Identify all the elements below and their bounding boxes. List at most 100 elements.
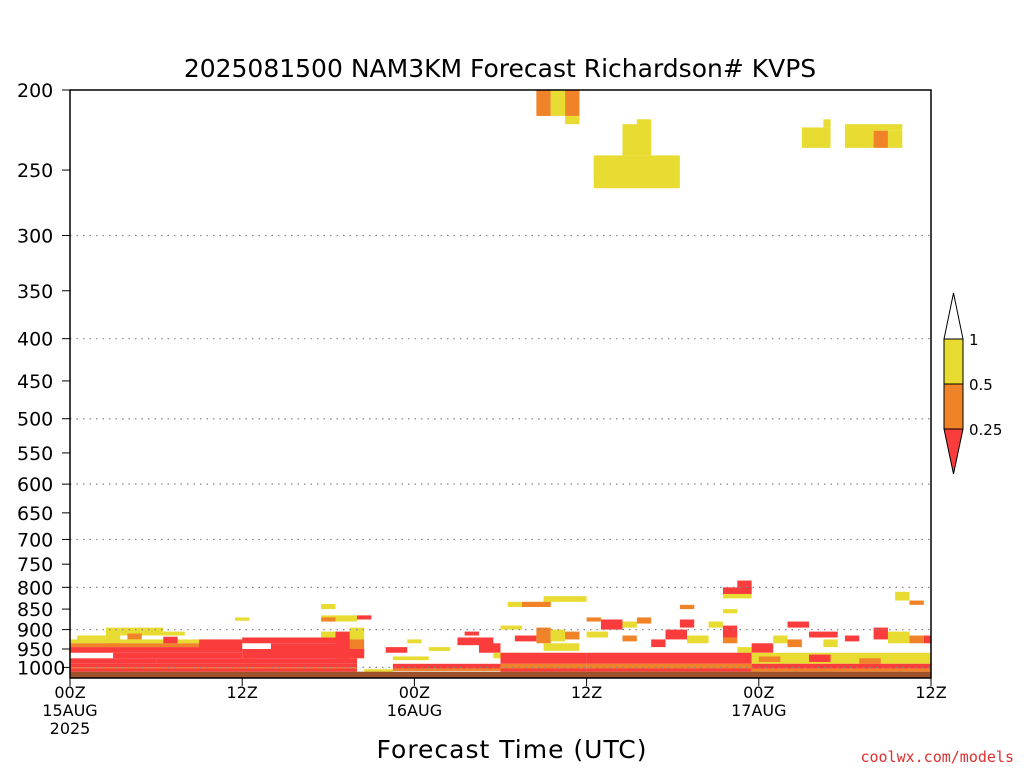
heatmap-cell	[70, 663, 357, 668]
heatmap-cell	[887, 631, 910, 644]
heatmap-cell	[823, 119, 831, 128]
heatmap-cell	[708, 621, 723, 628]
heatmap-cell	[844, 124, 874, 148]
x-tick-label: 00Z	[743, 683, 774, 702]
y-tick-label: 1000	[17, 657, 65, 679]
heatmap-cell	[550, 629, 566, 642]
heatmap-cell	[321, 603, 336, 610]
heatmap-cell	[809, 631, 838, 638]
heatmap-cell	[407, 639, 422, 644]
heatmap-cell	[679, 619, 695, 628]
heatmap-cell	[873, 130, 888, 148]
heatmap-cell	[665, 629, 688, 640]
heatmap-cell	[586, 617, 601, 622]
x-tick-label: 16AUG	[387, 701, 442, 720]
x-tick-label: 00Z	[54, 683, 85, 702]
heatmap-cell	[622, 621, 637, 628]
surface-ground-layer	[70, 671, 931, 678]
heatmap-cell	[120, 627, 164, 636]
heatmap-cell	[113, 652, 243, 659]
heatmap-cell	[478, 643, 501, 653]
heatmap-cell	[392, 656, 429, 661]
heatmap-cell	[751, 643, 774, 653]
heatmap-cell	[242, 637, 350, 644]
heatmap-cell	[385, 647, 408, 653]
heatmap-cell	[364, 669, 393, 672]
pressure-gridlines	[70, 234, 931, 668]
x-axis-label: Forecast Time (UTC)	[377, 735, 648, 764]
heatmap-cell	[156, 658, 357, 664]
heatmap-cell	[636, 617, 652, 624]
heatmap-cell	[321, 615, 357, 622]
credit-text: coolwx.com/models	[860, 748, 1014, 766]
heatmap-cell	[70, 658, 157, 664]
heatmap-cell	[722, 637, 738, 644]
x-tick-label: 15AUG	[42, 701, 97, 720]
heatmap-cell	[636, 119, 652, 128]
heatmap-cell	[500, 668, 587, 672]
heatmap-cell	[428, 647, 451, 651]
x-tick-label: 2025	[50, 719, 91, 738]
heatmap-cell	[270, 643, 350, 649]
heatmap-cell	[500, 663, 587, 669]
heatmap-cell	[751, 663, 931, 669]
heatmap-cell	[77, 635, 106, 640]
heatmap-cell	[758, 656, 781, 662]
heatmap-cell	[773, 635, 788, 644]
heatmap-cell	[536, 90, 551, 116]
heatmap-cell	[622, 124, 652, 156]
y-tick-label: 600	[17, 474, 53, 496]
heatmap-cell	[70, 639, 243, 644]
heatmap-cell	[522, 601, 551, 607]
x-tick-label: 12Z	[571, 683, 602, 702]
heatmap-cell	[392, 668, 501, 671]
heatmap-cell	[787, 621, 810, 628]
x-tick-label: 12Z	[227, 683, 258, 702]
heatmap-cell	[651, 639, 666, 648]
heatmap-cell	[737, 647, 752, 653]
heatmap-cell	[801, 127, 831, 148]
heatmap-cell	[457, 637, 494, 646]
heatmap-cell	[70, 647, 243, 653]
y-tick-label: 350	[17, 281, 53, 303]
colorbar-legend: 1 0.5 0.25	[943, 292, 1002, 475]
y-tick-label: 900	[17, 620, 53, 642]
heatmap-cell	[873, 124, 903, 131]
heatmap-cell	[70, 668, 357, 672]
heatmap-cell	[199, 639, 243, 649]
colorbar-top-arrow	[943, 292, 964, 340]
heatmap-cell	[873, 627, 888, 640]
heatmap-cell	[809, 654, 831, 662]
heatmap-cell	[909, 600, 924, 605]
y-tick-label: 500	[17, 409, 53, 431]
heatmap-cell	[722, 594, 752, 599]
heatmap-cell	[593, 158, 609, 182]
heatmap-cell	[565, 115, 580, 125]
heatmap-cell	[392, 663, 501, 669]
x-tick-label: 12Z	[915, 683, 946, 702]
heatmap-cell	[349, 627, 365, 640]
colorbar-bottom-arrow	[943, 428, 964, 475]
colorbar-orange-segment	[943, 383, 964, 430]
heatmap-cell	[500, 652, 587, 664]
y-tick-label: 550	[17, 443, 53, 465]
heatmap-cell	[321, 631, 336, 638]
colorbar-level-label: 0.25	[969, 421, 1002, 439]
y-tick-label: 750	[17, 554, 53, 576]
heatmap-cell	[321, 617, 336, 622]
heatmap-cell	[722, 609, 738, 614]
y-tick-label: 200	[17, 80, 53, 102]
heatmap-cell	[586, 631, 609, 638]
heatmap-cell	[751, 652, 931, 664]
heatmap-cell	[565, 90, 580, 116]
heatmap-cell	[543, 596, 587, 602]
chart-title: 2025081500 NAM3KM Forecast Richardson# K…	[184, 54, 816, 83]
y-tick-label: 700	[17, 529, 53, 551]
heatmap-cell	[163, 631, 185, 636]
heatmap-cell	[242, 648, 365, 659]
heatmap-cell	[679, 604, 695, 610]
heatmap-cell	[787, 639, 802, 648]
y-tick-label: 650	[17, 503, 53, 525]
